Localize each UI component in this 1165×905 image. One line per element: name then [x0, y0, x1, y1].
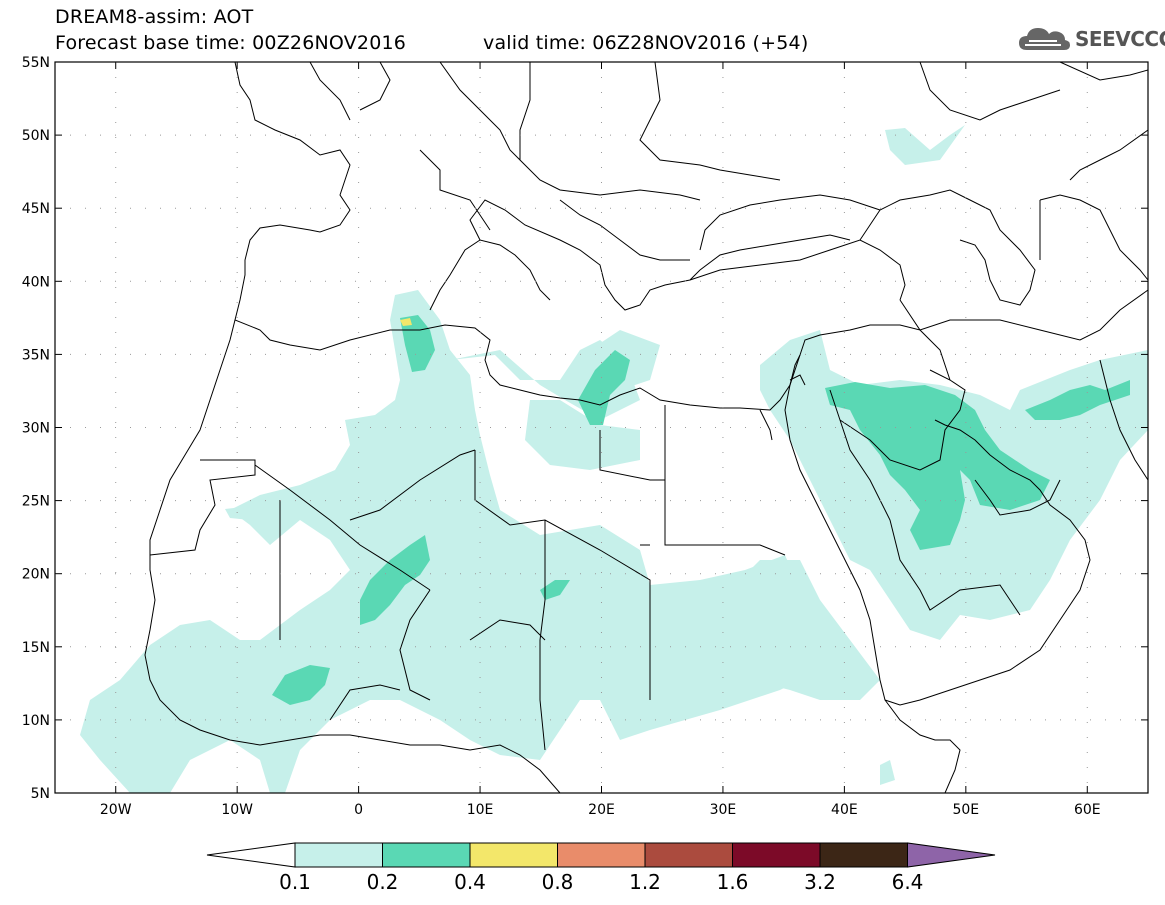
seevccc-logo: SEEVCCC — [1017, 22, 1165, 56]
colorbar-high-arrow — [907, 842, 996, 868]
map-graticule — [55, 61, 1148, 794]
lat-tick-label: 10N — [22, 713, 50, 729]
colorbar-low-arrow — [206, 842, 296, 868]
lat-tick-label: 55N — [22, 55, 50, 71]
colorbar-swatch — [732, 842, 821, 868]
lon-tick-labels: 20W 10W 0 10E 20E 30E 40E 50E 60E — [100, 802, 1101, 818]
lat-tick-label: 40N — [22, 274, 50, 290]
aot-0.2-0.4-areas — [272, 315, 1130, 705]
colorbar-label: 6.4 — [892, 870, 924, 894]
colorbar-swatch — [469, 842, 558, 868]
lat-tick-label: 30N — [22, 421, 50, 437]
lon-tick-label: 10W — [221, 802, 253, 818]
coastlines-and-borders — [144, 62, 1148, 793]
lat-tick-label: 20N — [22, 567, 50, 583]
lat-tick-label: 5N — [31, 786, 50, 802]
lon-tick-label: 50E — [952, 802, 979, 818]
colorbar-swatch — [644, 842, 733, 868]
colorbar-label: 0.8 — [542, 870, 574, 894]
lon-tick-label: 40E — [831, 802, 858, 818]
map-title: DREAM8-assim: AOT — [55, 6, 254, 28]
aot-shading — [80, 125, 1148, 793]
colorbar-label: 0.1 — [279, 870, 311, 894]
colorbar: 0.1 0.2 0.4 0.8 1.2 1.6 3.2 6.4 — [206, 842, 996, 894]
lat-tick-label: 15N — [22, 640, 50, 656]
lon-tick-label: 0 — [354, 802, 363, 818]
lon-tick-label: 60E — [1074, 802, 1101, 818]
aot-0.4-0.8-area — [400, 318, 412, 326]
lat-tick-labels: 55N 50N 45N 40N 35N 30N 25N 20N 15N 10N 5N — [22, 55, 50, 802]
colorbar-swatch — [382, 842, 471, 868]
lon-tick-label: 30E — [710, 802, 737, 818]
lat-tick-label: 25N — [22, 494, 50, 510]
colorbar-swatch — [294, 842, 383, 868]
lon-tick-label: 20E — [588, 802, 615, 818]
colorbar-label: 1.6 — [717, 870, 749, 894]
valid-time: valid time: 06Z28NOV2016 (+54) — [483, 32, 809, 54]
forecast-base-time: Forecast base time: 00Z26NOV2016 — [55, 32, 407, 54]
colorbar-swatch — [557, 842, 646, 868]
cloud-icon — [1019, 28, 1070, 50]
colorbar-label: 3.2 — [804, 870, 836, 894]
lon-tick-label: 10E — [467, 802, 494, 818]
colorbar-label: 1.2 — [629, 870, 661, 894]
lat-tick-label: 35N — [22, 347, 50, 363]
lat-tick-label: 50N — [22, 128, 50, 144]
lon-tick-label: 20W — [100, 802, 132, 818]
colorbar-swatch — [819, 842, 908, 868]
colorbar-label: 0.2 — [367, 870, 399, 894]
lat-tick-label: 45N — [22, 201, 50, 217]
colorbar-label: 0.4 — [454, 870, 486, 894]
logo-text: SEEVCCC — [1075, 27, 1165, 51]
